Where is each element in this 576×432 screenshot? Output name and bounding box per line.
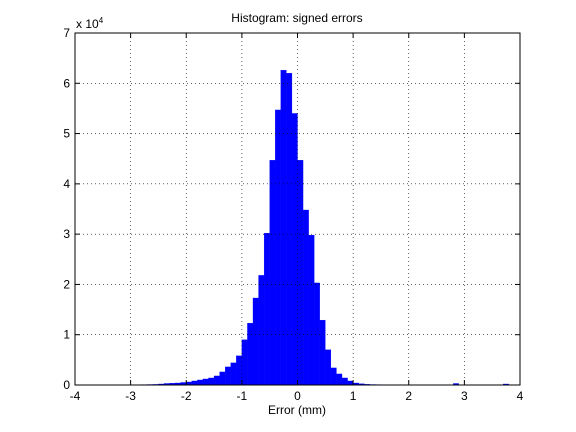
x-tick-label: 2 <box>405 389 412 403</box>
x-tick-label: 0 <box>294 389 301 403</box>
y-multiplier-exponent: 4 <box>99 16 104 25</box>
bar <box>314 282 320 386</box>
bar <box>336 373 343 386</box>
y-tick-label: 6 <box>63 76 70 90</box>
y-tick-label: 3 <box>63 227 70 241</box>
x-tick-label: 1 <box>350 389 357 403</box>
plot-frame <box>74 32 521 386</box>
bar <box>330 367 337 386</box>
bar <box>202 378 209 386</box>
bar <box>280 70 287 386</box>
bar <box>308 234 315 386</box>
bar <box>236 355 243 386</box>
x-tick-label: -1 <box>237 389 248 403</box>
y-multiplier: x 104 <box>76 16 104 31</box>
x-tick-label: -4 <box>70 389 81 403</box>
y-tick-label: 7 <box>63 26 70 40</box>
y-tick-label: 0 <box>63 378 70 392</box>
bar <box>219 371 226 386</box>
bar <box>325 349 332 386</box>
bar <box>286 73 293 386</box>
y-multiplier-base: x 10 <box>76 17 99 31</box>
bar <box>302 209 309 386</box>
y-tick-label: 1 <box>63 328 70 342</box>
bar <box>241 339 248 386</box>
x-tick-label: 3 <box>461 389 468 403</box>
x-tick-label: -3 <box>125 389 136 403</box>
bar <box>269 160 276 386</box>
y-tick-label: 5 <box>63 127 70 141</box>
bar <box>275 109 281 386</box>
bar <box>347 380 354 386</box>
chart-title: Histogram: signed errors <box>231 11 362 25</box>
bar <box>208 377 215 386</box>
x-tick-label: -2 <box>181 389 192 403</box>
bar <box>291 113 298 386</box>
x-tick-label: 4 <box>517 389 524 403</box>
y-tick-label: 4 <box>63 177 70 191</box>
bar <box>263 232 270 386</box>
bar <box>191 380 198 386</box>
bar <box>213 375 220 386</box>
bar <box>319 319 326 386</box>
bar <box>225 366 231 386</box>
bar <box>297 160 304 386</box>
x-axis-label: Error (mm) <box>268 403 326 417</box>
bar <box>230 362 237 386</box>
bar <box>252 297 259 386</box>
bar <box>247 322 254 386</box>
bar <box>258 275 265 386</box>
bar <box>341 377 348 386</box>
y-tick-label: 2 <box>63 277 70 291</box>
bar <box>197 379 204 386</box>
